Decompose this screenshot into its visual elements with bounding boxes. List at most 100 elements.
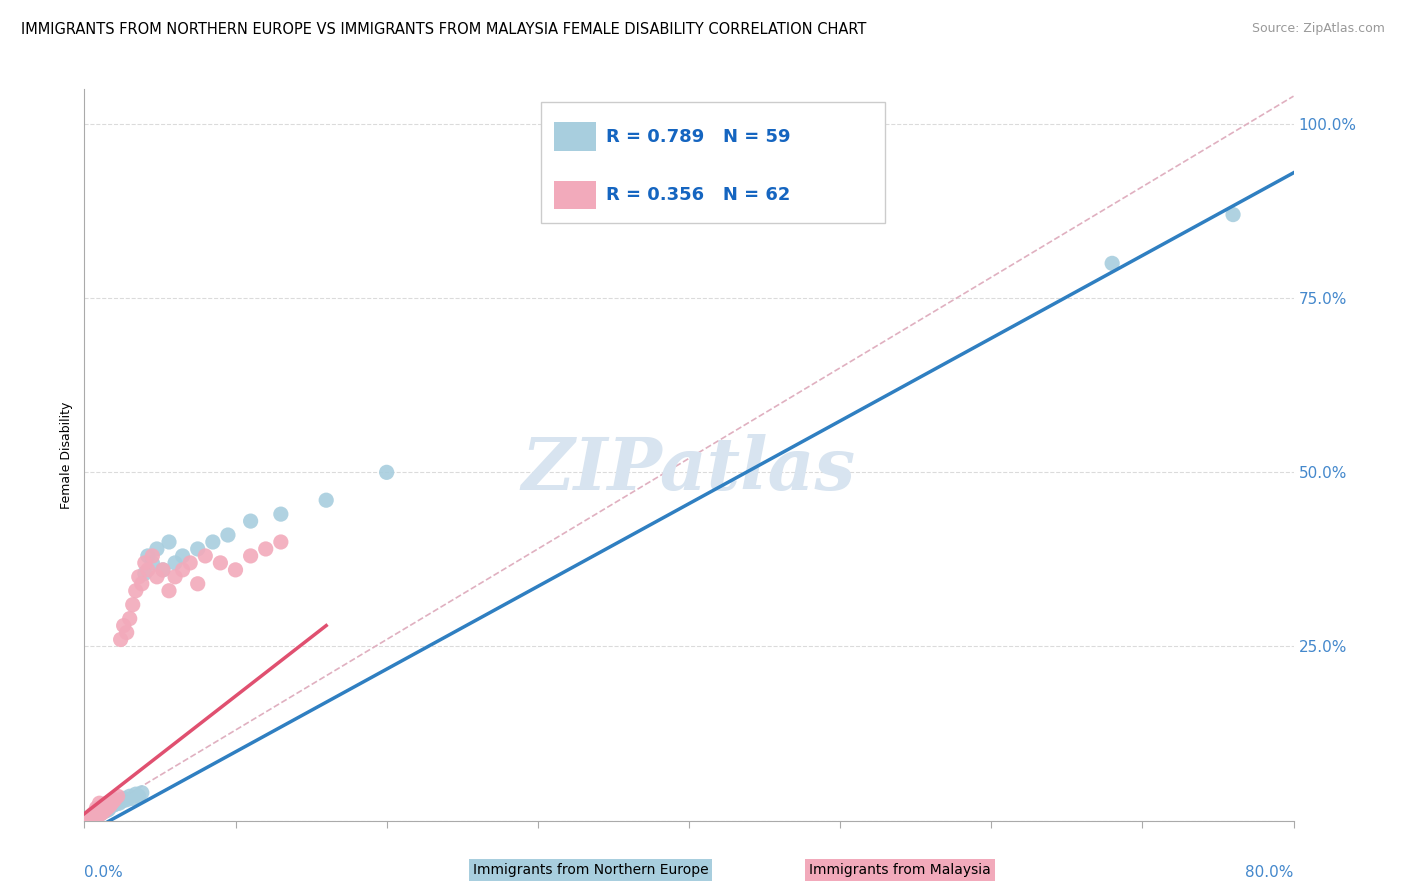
Point: [91, 799, 114, 814]
Point: [1222, 208, 1244, 222]
Point: [84, 809, 107, 823]
Text: Immigrants from Malaysia: Immigrants from Malaysia: [808, 863, 991, 877]
Point: [375, 466, 398, 480]
Text: 0.0%: 0.0%: [84, 864, 124, 880]
Point: [101, 798, 124, 813]
Point: [80, 808, 103, 822]
Point: [87, 808, 110, 822]
Point: [146, 541, 169, 556]
Point: [86, 809, 108, 823]
Point: [89, 807, 111, 822]
Point: [125, 787, 148, 801]
Point: [97, 803, 120, 817]
Point: [157, 535, 180, 549]
Text: R = 0.356   N = 62: R = 0.356 N = 62: [606, 186, 790, 204]
Point: [87, 803, 110, 817]
Point: [96, 796, 118, 810]
Point: [98, 798, 121, 813]
Point: [80, 810, 103, 824]
Text: IMMIGRANTS FROM NORTHERN EUROPE VS IMMIGRANTS FROM MALAYSIA FEMALE DISABILITY CO: IMMIGRANTS FROM NORTHERN EUROPE VS IMMIG…: [21, 22, 866, 37]
Point: [118, 612, 141, 626]
Point: [134, 556, 156, 570]
Point: [86, 804, 108, 818]
Point: [136, 563, 159, 577]
Point: [89, 805, 111, 819]
Point: [107, 789, 129, 804]
Point: [97, 797, 120, 811]
Point: [84, 805, 107, 820]
Point: [111, 794, 134, 808]
Point: [84, 809, 107, 823]
Y-axis label: Female Disability: Female Disability: [59, 401, 73, 508]
Point: [90, 803, 112, 817]
Point: [121, 791, 143, 805]
Point: [89, 796, 111, 810]
Point: [93, 798, 115, 813]
Point: [86, 806, 108, 821]
Point: [82, 810, 104, 824]
Text: Source: ZipAtlas.com: Source: ZipAtlas.com: [1251, 22, 1385, 36]
Point: [254, 541, 277, 556]
Point: [128, 570, 150, 584]
Point: [1101, 256, 1123, 270]
Point: [110, 632, 132, 647]
Point: [201, 535, 224, 549]
Point: [97, 799, 120, 814]
Point: [225, 563, 247, 577]
Point: [104, 793, 127, 807]
Point: [270, 507, 292, 521]
Point: [100, 796, 122, 810]
Point: [141, 549, 163, 563]
Point: [239, 514, 262, 528]
Point: [107, 794, 129, 808]
Text: R = 0.789   N = 59: R = 0.789 N = 59: [606, 128, 790, 145]
Point: [93, 801, 115, 815]
Point: [84, 808, 107, 822]
Point: [79, 810, 101, 824]
Point: [100, 796, 122, 810]
Point: [105, 797, 128, 811]
Point: [94, 799, 117, 814]
Point: [80, 811, 103, 825]
Point: [82, 810, 104, 824]
Point: [131, 786, 153, 800]
Point: [89, 805, 111, 820]
Point: [172, 563, 194, 577]
Point: [270, 535, 292, 549]
Point: [131, 576, 153, 591]
Point: [239, 549, 262, 563]
Point: [82, 809, 104, 823]
Point: [87, 805, 110, 820]
Point: [96, 803, 118, 817]
Text: 80.0%: 80.0%: [1246, 864, 1294, 880]
Point: [146, 570, 169, 584]
Point: [115, 625, 138, 640]
Point: [152, 563, 174, 577]
Point: [96, 801, 118, 815]
Point: [165, 556, 187, 570]
Point: [101, 794, 124, 808]
Point: [217, 528, 239, 542]
Point: [89, 803, 111, 817]
Point: [82, 806, 104, 821]
Point: [108, 796, 131, 810]
Point: [82, 809, 104, 823]
Point: [110, 793, 132, 807]
Point: [165, 570, 187, 584]
Point: [96, 798, 118, 813]
Point: [93, 804, 115, 818]
Point: [187, 576, 209, 591]
Point: [134, 566, 156, 581]
Point: [141, 556, 163, 570]
Point: [90, 806, 112, 821]
Point: [80, 809, 103, 823]
Point: [112, 791, 135, 805]
Point: [112, 618, 135, 632]
Point: [77, 812, 100, 826]
Point: [152, 563, 174, 577]
Point: [172, 549, 194, 563]
Point: [118, 789, 141, 804]
Point: [91, 805, 114, 820]
Point: [94, 803, 117, 817]
Point: [125, 583, 148, 598]
